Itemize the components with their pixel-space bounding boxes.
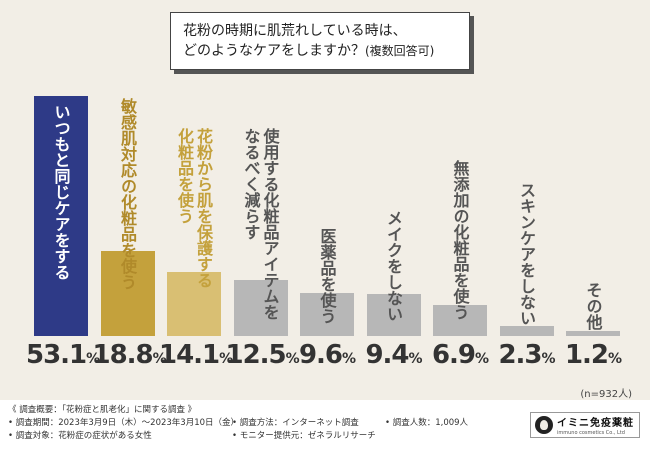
value-label-4: 12.5% (225, 340, 300, 370)
survey-provider: • モニター提供元：ゼネラルリサーチ (232, 431, 376, 441)
value-unit-7: % (475, 351, 489, 367)
sample-size-note: (n=932人) (580, 389, 632, 400)
value-unit-5: % (342, 351, 356, 367)
value-label-6: 9.4% (359, 340, 429, 370)
value-number-4: 12.5 (225, 340, 287, 370)
bar-1 (34, 96, 88, 336)
survey-method: • 調査方法：インターネット調査 (232, 418, 359, 428)
value-number-9: 1.2 (564, 340, 609, 370)
logo-sub: immuno cosmetics Co., Ltd (557, 430, 625, 436)
value-number-6: 9.4 (365, 340, 409, 370)
value-unit-8: % (541, 351, 556, 367)
value-unit-1: % (86, 351, 100, 367)
bar-label-8: スキンケアをしない (517, 182, 536, 326)
value-number-8: 2.3 (498, 340, 542, 370)
value-unit-3: % (219, 351, 233, 367)
value-unit-4: % (285, 351, 300, 367)
survey-header: 《 調査概要：「花粉症と肌老化」に関する調査 》 (8, 405, 197, 415)
value-unit-2: % (152, 351, 167, 367)
bar-label-5: 医薬品を使う (317, 228, 337, 324)
value-label-9: 1.2% (558, 340, 628, 370)
value-number-3: 14.1 (159, 340, 220, 370)
value-label-5: 9.6% (292, 340, 362, 370)
bar-label-1: いつもと同じケアをする (51, 104, 71, 280)
bar-label-4: 使用する化粧品アイテムを なるべく減らす (241, 128, 280, 320)
bar-8 (499, 325, 554, 336)
question-multiple-note: (複数回答可) (365, 44, 435, 58)
bar-label-7: 無添加の化粧品を使う (450, 160, 470, 320)
bar-5 (300, 292, 354, 336)
bar-label-3: 花粉から肌を保護する 化粧品を使う (175, 128, 213, 288)
bar-label-6: メイクをしない (384, 210, 403, 322)
logo-mark-icon (535, 416, 553, 434)
value-number-5: 9.6 (298, 340, 343, 370)
bar-9 (566, 330, 620, 336)
value-label-8: 2.3% (492, 340, 562, 370)
value-label-7: 6.9% (425, 340, 495, 370)
survey-target: • 調査対象：花粉症の症状がある女性 (8, 431, 152, 441)
bar-6 (366, 293, 421, 336)
value-number-2: 18.8 (92, 340, 154, 370)
bar-label-2: 敏感肌対応の化粧品を使う (118, 98, 137, 290)
value-label-2: 18.8% (92, 340, 167, 370)
bar-7 (433, 304, 487, 336)
value-number-1: 53.1 (26, 340, 87, 370)
value-label-3: 14.1% (159, 340, 233, 370)
survey-count: • 調査人数：1,009人 (385, 418, 469, 428)
bar-label-9: その他 (583, 282, 603, 330)
value-number-7: 6.9 (431, 340, 476, 370)
survey-period: • 調査期間：2023年3月9日（木）～2023年3月10日（金） (8, 418, 240, 428)
company-logo: イミニ免疫薬粧 immuno cosmetics Co., Ltd (530, 412, 640, 438)
question-box: 花粉の時期に肌荒れしている時は、 どのようなケアをしますか？(複数回答可) (170, 12, 470, 70)
bar-4 (233, 279, 288, 336)
question-line2-text: どのようなケアをしますか？ (183, 43, 365, 59)
question-line1: 花粉の時期に肌荒れしている時は、 (183, 23, 407, 39)
bar-3 (167, 272, 221, 336)
value-unit-6: % (408, 351, 423, 367)
question-line2: どのようなケアをしますか？(複数回答可) (183, 41, 457, 61)
value-label-1: 53.1% (26, 340, 100, 370)
value-unit-9: % (608, 351, 622, 367)
logo-name: イミニ免疫薬粧 (557, 418, 634, 429)
bar-2 (100, 251, 155, 336)
